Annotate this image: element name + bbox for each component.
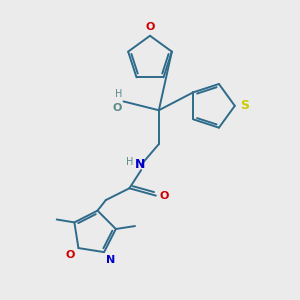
Text: O: O	[113, 103, 122, 113]
Text: O: O	[159, 190, 169, 201]
Text: O: O	[65, 250, 75, 260]
Text: N: N	[106, 255, 115, 265]
Text: H: H	[115, 89, 122, 99]
Text: O: O	[145, 22, 155, 32]
Text: S: S	[240, 99, 249, 112]
Text: H: H	[125, 158, 133, 167]
Text: N: N	[134, 158, 145, 171]
